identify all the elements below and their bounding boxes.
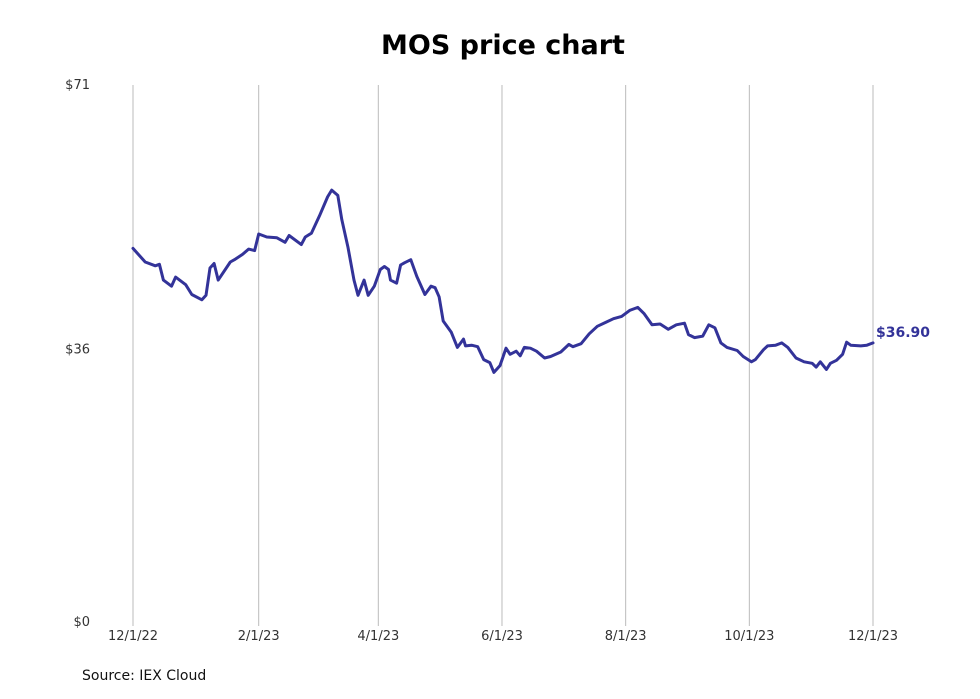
gridlines (132, 85, 874, 626)
last-price-label: $36.90 (876, 325, 930, 341)
x-tick-label: 10/1/23 (724, 629, 774, 644)
y-tick-label: $36 (65, 343, 90, 358)
x-axis: 12/1/22 2/1/23 4/1/23 6/1/23 8/1/23 10/1/23 12… (108, 629, 898, 644)
source-note: Source: IEX Cloud (82, 668, 207, 684)
x-tick-label: 8/1/23 (605, 629, 647, 644)
x-tick-label: 6/1/23 (481, 629, 523, 644)
y-axis: $0 $36 $71 (65, 78, 90, 630)
chart-title: MOS price chart (381, 30, 625, 61)
y-tick-label: $0 (73, 615, 90, 630)
x-tick-label: 2/1/23 (238, 629, 280, 644)
x-tick-label: 12/1/22 (108, 629, 158, 644)
y-tick-label: $71 (65, 78, 90, 93)
x-tick-label: 4/1/23 (357, 629, 399, 644)
x-tick-label: 12/1/23 (848, 629, 898, 644)
price-series-line (131, 188, 875, 374)
